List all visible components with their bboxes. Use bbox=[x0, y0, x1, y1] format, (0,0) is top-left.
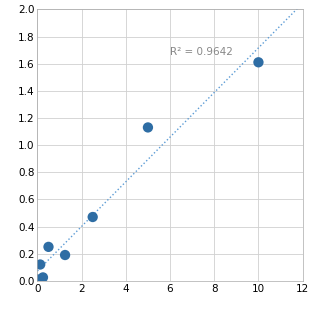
Point bbox=[35, 277, 40, 282]
Point bbox=[63, 252, 68, 257]
Point bbox=[46, 244, 51, 249]
Point bbox=[145, 125, 150, 130]
Point bbox=[41, 275, 46, 280]
Point bbox=[90, 215, 95, 220]
Point bbox=[256, 60, 261, 65]
Text: R² = 0.9642: R² = 0.9642 bbox=[170, 47, 233, 57]
Point bbox=[38, 262, 43, 267]
